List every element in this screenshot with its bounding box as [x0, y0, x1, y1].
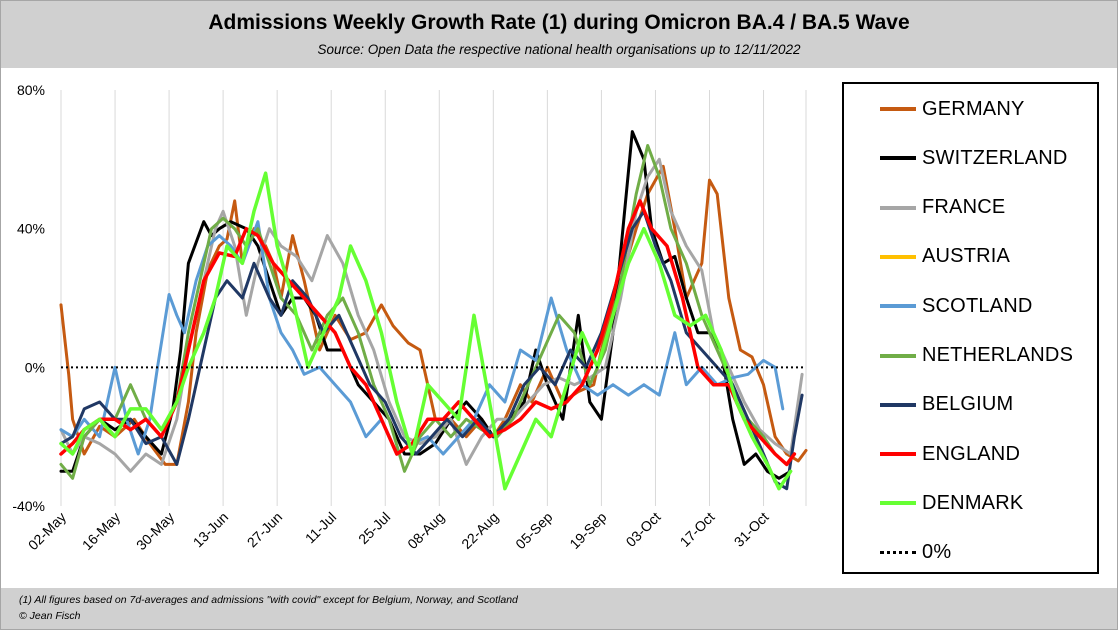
legend-item: BELGIUM [880, 390, 1013, 420]
legend: GERMANY SWITZERLAND FRANCE AUSTRIA SCOTLAND N… [842, 82, 1099, 574]
legend-swatch [880, 107, 916, 111]
legend-item: ENGLAND [880, 439, 1020, 469]
x-tick-label: 02-May [25, 509, 69, 553]
x-tick-label: 19-Sep [566, 509, 609, 552]
x-tick-label: 27-Jun [244, 509, 286, 551]
series-line-germany [59, 164, 808, 466]
x-tick-label: 05-Sep [512, 509, 555, 552]
legend-item: AUSTRIA [880, 242, 1010, 272]
legend-label: SCOTLAND [922, 294, 1033, 317]
legend-item: FRANCE [880, 193, 1005, 223]
x-tick-label: 22-Aug [458, 509, 501, 552]
x-tick-label: 25-Jul [355, 509, 393, 547]
series-line-england [59, 199, 797, 467]
x-tick-label: 31-Oct [731, 509, 772, 550]
y-tick-label: 0% [25, 359, 45, 375]
legend-swatch [880, 501, 916, 506]
legend-swatch [880, 304, 916, 309]
legend-swatch [880, 156, 916, 161]
legend-item: SWITZERLAND [880, 143, 1068, 173]
legend-swatch [880, 205, 916, 210]
plot-area: 02-May 16-May 30-May 13-Jun 27-Jun 11-Jul 25-J… [12, 82, 808, 553]
legend-swatch [880, 254, 916, 259]
chart-title: Admissions Weekly Growth Rate (1) during… [208, 11, 910, 34]
legend-swatch [880, 353, 916, 358]
legend-label: FRANCE [922, 196, 1006, 219]
legend-label: GERMANY [922, 97, 1025, 120]
series-line-denmark [59, 171, 793, 491]
chart-footer: (1) All figures based on 7d-averages and… [1, 588, 1117, 629]
chart-subtitle: Source: Open Data the respective nationa… [317, 42, 801, 57]
x-tick-label: 11-Jul [302, 509, 340, 547]
legend-label: AUSTRIA [922, 245, 1011, 268]
legend-swatch [880, 551, 916, 555]
legend-label: 0% [922, 541, 952, 564]
x-tick-label: 13-Jun [190, 509, 232, 551]
credit: © Jean Fisch [19, 610, 81, 622]
footnote: (1) All figures based on 7d-averages and… [19, 594, 518, 606]
legend-swatch [880, 452, 916, 457]
legend-item: GERMANY [880, 94, 1025, 124]
legend-item: DENMARK [880, 488, 1023, 518]
legend-label: DENMARK [922, 491, 1024, 514]
y-tick-label: -40% [12, 498, 45, 514]
y-tick-label: 40% [17, 221, 45, 237]
legend-swatch [880, 402, 916, 407]
legend-label: ENGLAND [922, 442, 1021, 465]
series-line-switzerland [59, 130, 793, 480]
x-tick-label: 03-Oct [623, 509, 664, 550]
legend-item: NETHERLANDS [880, 341, 1073, 371]
chart-header: Admissions Weekly Growth Rate (1) during… [1, 1, 1117, 68]
y-tick-label: 80% [17, 82, 45, 98]
legend-label: NETHERLANDS [922, 344, 1074, 366]
legend-label: BELGIUM [922, 393, 1014, 416]
legend-item: 0% [880, 538, 951, 568]
legend-label: SWITZERLAND [922, 146, 1068, 169]
x-tick-label: 30-May [133, 509, 177, 553]
x-tick-label: 16-May [79, 509, 123, 553]
legend-item: SCOTLAND [880, 291, 1033, 321]
x-tick-label: 17-Oct [677, 509, 718, 550]
x-tick-label: 08-Aug [404, 509, 447, 552]
